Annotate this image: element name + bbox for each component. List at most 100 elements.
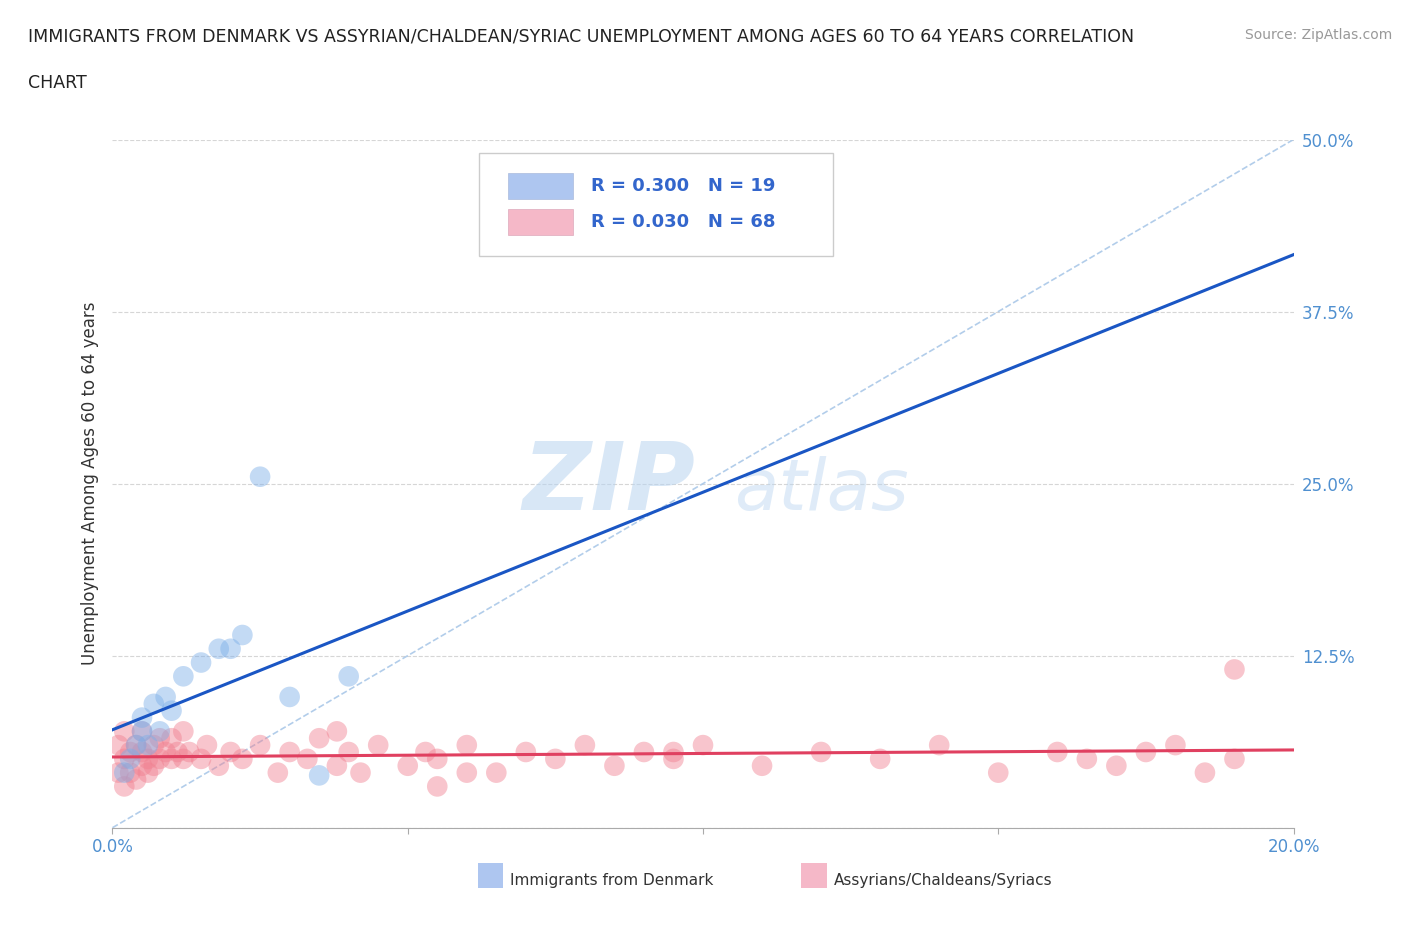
Point (456, 765, 478, 780)
Point (136, 751, 159, 766)
Point (107, 765, 129, 780)
Point (155, 689, 177, 704)
Point (112, 765, 135, 780)
Point (155, 745, 177, 760)
Point (131, 758, 153, 773)
Point (120, 751, 142, 766)
Text: Assyrians/Chaldeans/Syriacs: Assyrians/Chaldeans/Syriacs (834, 873, 1052, 888)
Point (149, 724, 172, 738)
Point (208, 642, 231, 657)
Point (337, 669, 360, 684)
Point (1046, 745, 1069, 760)
Point (662, 745, 685, 760)
Point (1223, 751, 1246, 766)
Point (603, 758, 626, 773)
Text: atlas: atlas (734, 456, 908, 525)
Point (426, 751, 449, 766)
Point (249, 737, 271, 752)
Point (142, 697, 165, 711)
Point (195, 737, 218, 752)
Point (367, 737, 389, 752)
Text: Immigrants from Denmark: Immigrants from Denmark (510, 873, 714, 888)
Point (112, 724, 135, 738)
Point (112, 779, 135, 794)
Text: IMMIGRANTS FROM DENMARK VS ASSYRIAN/CHALDEAN/SYRIAC UNEMPLOYMENT AMONG AGES 60 T: IMMIGRANTS FROM DENMARK VS ASSYRIAN/CHAL… (28, 28, 1135, 46)
Point (662, 751, 685, 766)
Point (337, 745, 360, 760)
Point (485, 765, 508, 780)
Point (633, 745, 655, 760)
Point (326, 758, 349, 773)
Point (131, 745, 153, 760)
Point (1223, 662, 1246, 677)
Point (426, 779, 449, 794)
Point (131, 724, 153, 738)
Point (231, 751, 253, 766)
Point (308, 731, 330, 746)
Point (160, 751, 183, 766)
Point (278, 689, 301, 704)
Point (751, 758, 773, 773)
Text: R = 0.030   N = 68: R = 0.030 N = 68 (591, 213, 775, 231)
Y-axis label: Unemployment Among Ages 60 to 64 years: Unemployment Among Ages 60 to 64 years (80, 302, 98, 665)
Point (190, 655, 212, 670)
Point (326, 724, 349, 738)
Point (120, 765, 142, 780)
Point (219, 745, 242, 760)
Point (1076, 751, 1098, 766)
Point (120, 745, 142, 760)
Point (125, 737, 148, 752)
Point (231, 628, 253, 643)
Point (544, 751, 567, 766)
Point (810, 745, 832, 760)
Point (869, 751, 891, 766)
Text: R = 0.300   N = 19: R = 0.300 N = 19 (591, 178, 775, 195)
Point (131, 711, 153, 725)
Point (987, 765, 1010, 780)
Point (160, 731, 183, 746)
Text: CHART: CHART (28, 74, 87, 92)
Point (112, 751, 135, 766)
Point (278, 745, 301, 760)
Point (107, 737, 129, 752)
Point (249, 470, 271, 485)
Point (142, 758, 165, 773)
Point (149, 731, 172, 746)
Point (142, 737, 165, 752)
Point (1164, 737, 1187, 752)
Point (172, 724, 194, 738)
Point (179, 745, 201, 760)
Point (125, 772, 148, 787)
Point (125, 737, 148, 752)
Point (308, 768, 330, 783)
Point (692, 737, 714, 752)
Point (208, 758, 231, 773)
Point (131, 724, 153, 738)
Point (456, 737, 478, 752)
Text: Source: ZipAtlas.com: Source: ZipAtlas.com (1244, 28, 1392, 42)
Point (1194, 765, 1216, 780)
Point (349, 765, 371, 780)
Point (1135, 745, 1157, 760)
Point (267, 765, 290, 780)
Bar (508, 173, 574, 199)
Text: ZIP: ZIP (522, 438, 695, 529)
Point (928, 737, 950, 752)
Point (166, 745, 188, 760)
Point (149, 751, 172, 766)
Point (297, 751, 319, 766)
Bar (508, 209, 574, 235)
Point (136, 737, 159, 752)
Point (136, 765, 159, 780)
Point (219, 642, 242, 657)
Point (190, 751, 212, 766)
Point (515, 745, 537, 760)
Point (1105, 758, 1128, 773)
Point (574, 737, 596, 752)
Point (160, 703, 183, 718)
FancyBboxPatch shape (478, 153, 832, 257)
Point (172, 751, 194, 766)
Point (172, 669, 194, 684)
Point (396, 758, 419, 773)
Point (415, 745, 437, 760)
